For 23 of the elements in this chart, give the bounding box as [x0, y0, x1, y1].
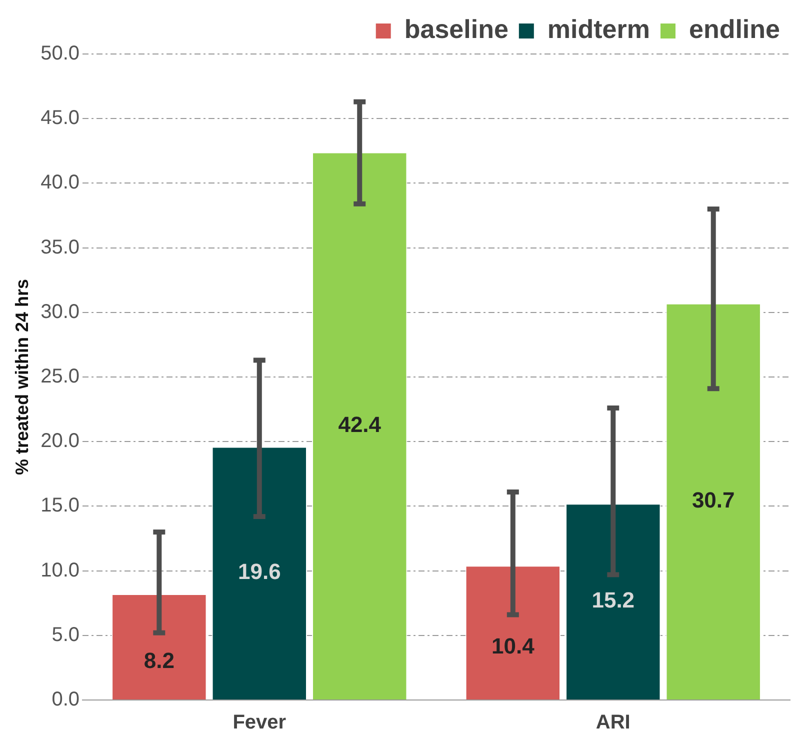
- y-tick-label: 35.0: [40, 236, 80, 258]
- y-tick-label: 15.0: [40, 494, 80, 517]
- legend-label: midterm: [547, 14, 650, 44]
- y-tick-label: 50.0: [40, 42, 80, 65]
- y-tick-label: 20.0: [40, 430, 80, 452]
- y-tick-label: 40.0: [40, 172, 80, 194]
- data-label: 19.6: [238, 559, 281, 584]
- y-tick-label: 45.0: [40, 107, 80, 130]
- legend-label: baseline: [404, 14, 508, 44]
- data-label: 30.7: [692, 487, 735, 512]
- data-label: 10.4: [491, 634, 536, 659]
- y-tick-label: 25.0: [40, 366, 80, 388]
- y-tick-label: 10.0: [40, 559, 80, 582]
- data-label: 8.2: [144, 648, 174, 673]
- x-tick-label: ARI: [596, 712, 630, 734]
- y-axis-title: % treated within 24 hrs: [12, 278, 32, 476]
- y-tick-label: 30.0: [40, 300, 80, 323]
- y-tick-label: 5.0: [52, 624, 80, 646]
- y-tick-label: 0.0: [52, 688, 80, 711]
- data-label: 42.4: [338, 412, 382, 437]
- legend-label: endline: [688, 14, 780, 44]
- data-label: 15.2: [592, 588, 635, 613]
- x-tick-label: Fever: [232, 712, 286, 734]
